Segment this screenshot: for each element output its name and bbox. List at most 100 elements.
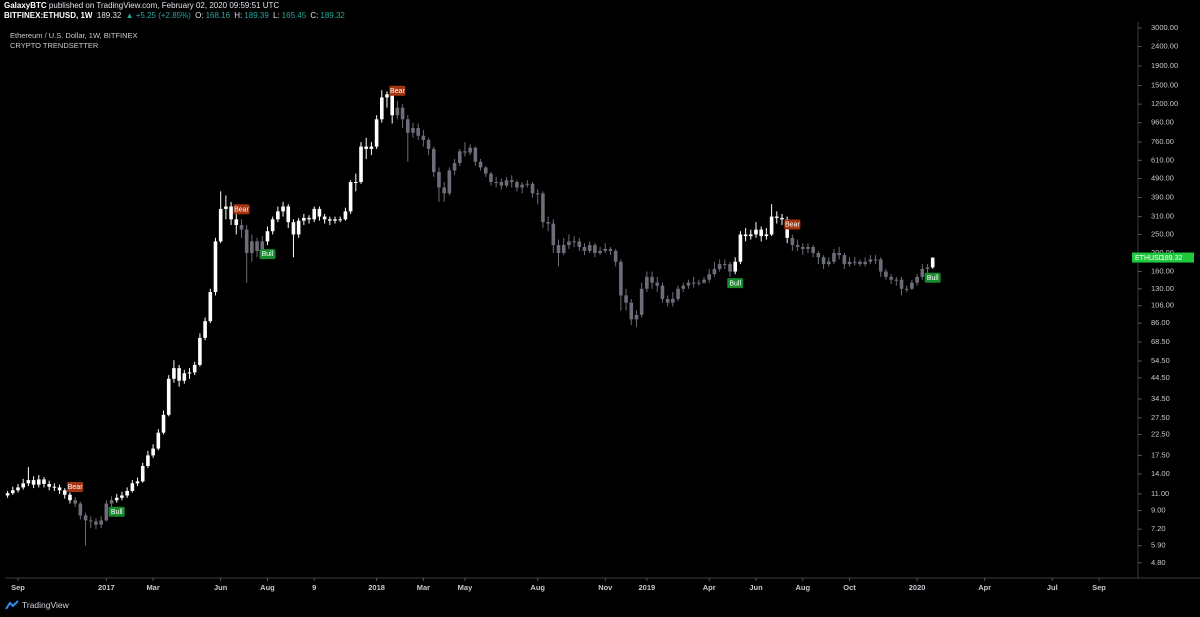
candle-body [780, 217, 784, 220]
signal-badge [389, 85, 406, 96]
candle-body [629, 302, 634, 320]
candle-body [172, 368, 176, 379]
candle-body [68, 494, 72, 501]
ohlc-value: 168.16 [205, 11, 231, 20]
x-tick-label: Mar [417, 583, 430, 592]
candle-body [286, 206, 291, 223]
candle-body [894, 279, 899, 281]
candle-body [208, 292, 213, 322]
y-tick-label: 960.00 [1151, 118, 1174, 127]
y-tick-label: 11.00 [1151, 489, 1169, 498]
candle-body [868, 259, 873, 262]
y-tick-label: 5.90 [1151, 541, 1166, 550]
candle-body [749, 234, 753, 237]
candle-body [468, 147, 472, 153]
signal-badge [924, 272, 941, 283]
candle-body [707, 274, 712, 280]
candle-body [561, 245, 566, 253]
candle-body [619, 261, 623, 296]
candle-body [665, 298, 670, 303]
candle-body [385, 94, 389, 98]
candle-body [21, 483, 25, 488]
candle-body [463, 151, 467, 153]
candle-body [530, 183, 535, 194]
candle-body [910, 282, 914, 289]
candle-body [5, 493, 10, 496]
x-tick-label: Sep [11, 583, 25, 592]
candle-body [832, 252, 836, 262]
candle-body [400, 107, 405, 120]
author: GalaxyBTC [4, 1, 47, 10]
ohlc-value: 189.32 [320, 11, 345, 20]
candle-body [889, 276, 893, 280]
candle-body [47, 484, 51, 487]
candle-body [660, 285, 665, 299]
candle-body [276, 211, 280, 220]
y-tick-label: 34.50 [1151, 394, 1170, 403]
y-tick-label: 54.50 [1151, 356, 1170, 365]
candle-body [572, 241, 576, 243]
candle-body [826, 261, 831, 265]
candle-body [239, 225, 244, 230]
candle-body [416, 128, 420, 136]
signal-label: Bear [234, 206, 249, 213]
candle-body [244, 229, 249, 253]
candle-body [686, 282, 691, 286]
change: ▲ +5.25 (+2.85%) [125, 11, 191, 20]
candle-body [769, 216, 774, 235]
candle-body [442, 187, 446, 194]
candle-body [120, 495, 124, 498]
x-tick-label: Aug [260, 583, 275, 592]
y-tick-label: 160.00 [1151, 267, 1174, 276]
candle-body [577, 241, 582, 247]
chart-title: Ethereum / U.S. Dollar, 1W, BITFINEX [10, 31, 138, 40]
y-tick-label: 3000.00 [1151, 23, 1178, 32]
indicator-name: CRYPTO TRENDSETTER [10, 41, 99, 50]
candle-body [494, 182, 498, 184]
candle-body [567, 241, 571, 246]
candle-body [99, 520, 103, 525]
candle-body [811, 246, 815, 253]
candle-body [639, 288, 644, 315]
candle-body [681, 285, 686, 289]
x-tick-label: Sep [1092, 583, 1106, 592]
x-tick-label: 2017 [98, 583, 115, 592]
candle-body [884, 271, 888, 277]
chart: Ethereum / U.S. Dollar, 1W, BITFINEX CRY… [5, 22, 1200, 592]
candle-body [146, 455, 150, 467]
candle-body [634, 314, 639, 320]
candle-body [348, 182, 353, 212]
candle-body [541, 193, 545, 223]
x-tick-label: Jun [749, 583, 763, 592]
candle-body [915, 276, 919, 283]
y-tick-label: 106.00 [1151, 301, 1174, 310]
candle-body [717, 264, 722, 269]
x-tick-label: Nov [598, 583, 613, 592]
candle-body [229, 206, 233, 220]
x-tick-label: 2019 [639, 583, 656, 592]
signal-label: Bull [729, 280, 741, 287]
candle-body [317, 208, 322, 217]
candle-body [551, 223, 556, 246]
candle-body [192, 364, 197, 373]
candle-body [655, 282, 660, 286]
signal-badge [784, 219, 801, 230]
x-tick-label: Apr [978, 583, 991, 592]
candle-body [743, 234, 748, 237]
signal-label: Bear [390, 88, 405, 95]
candle-body [795, 245, 800, 247]
signal-label: Bull [927, 275, 939, 282]
x-tick-label: Jun [214, 583, 228, 592]
candle-body [265, 231, 270, 242]
y-tick-label: 200.00 [1151, 248, 1174, 257]
candle-body [312, 208, 317, 220]
y-tick-label: 9.00 [1151, 506, 1166, 515]
x-tick-label: May [458, 583, 473, 592]
candle-body [250, 241, 254, 253]
ohlc-label: O: [195, 11, 204, 20]
candle-body [873, 259, 878, 261]
candle-body [587, 245, 592, 251]
signal-label: Bull [262, 251, 274, 258]
candle-body [156, 432, 161, 449]
ohlc-label: H: [234, 11, 243, 20]
